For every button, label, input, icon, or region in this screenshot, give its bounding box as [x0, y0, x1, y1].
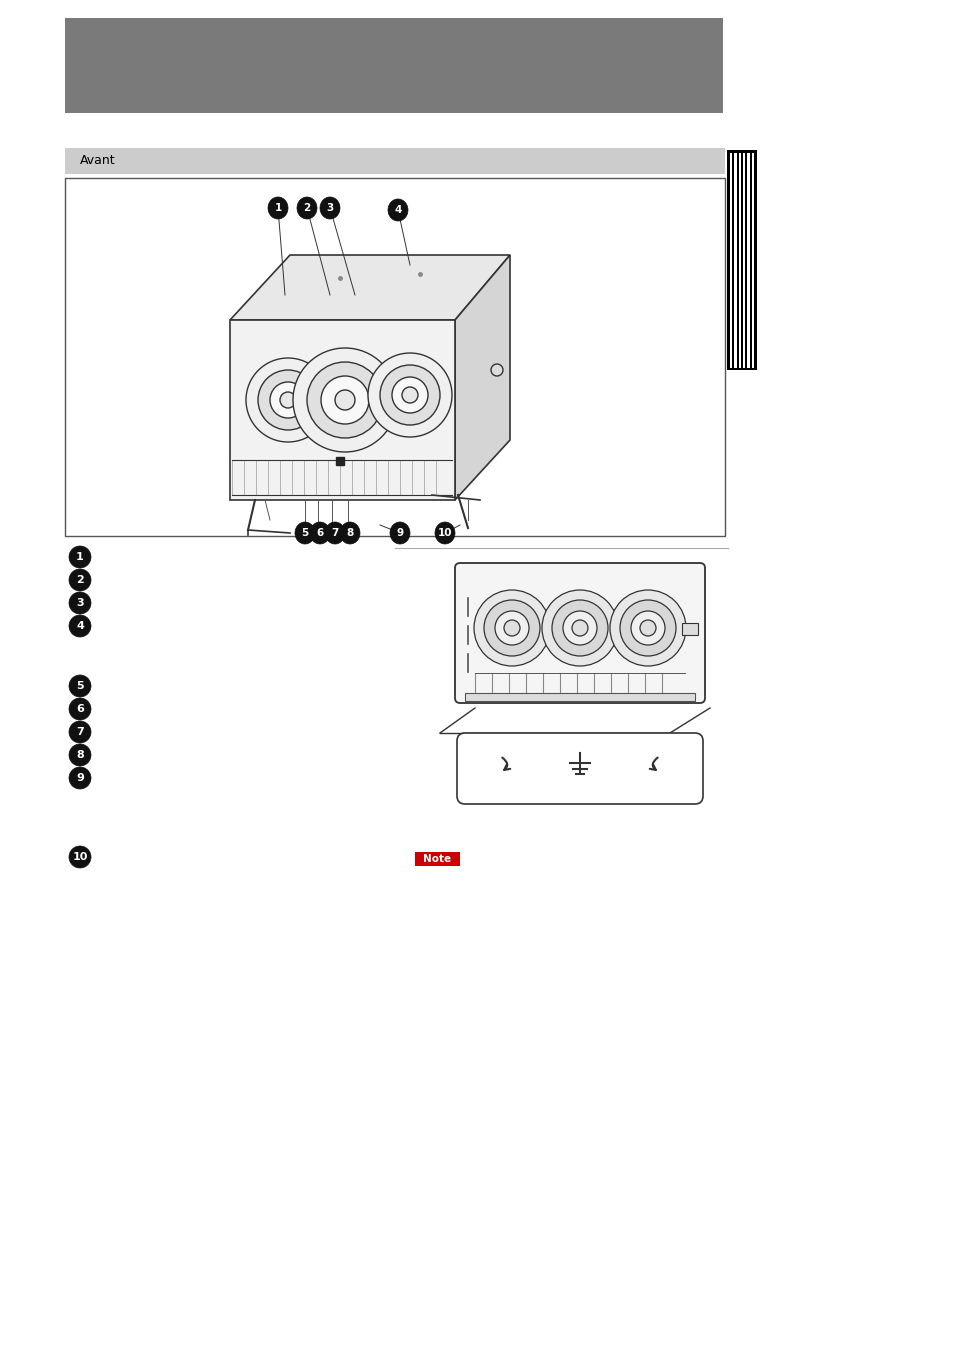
Text: 9: 9: [396, 528, 403, 538]
Circle shape: [572, 620, 587, 636]
Text: 1: 1: [274, 204, 281, 213]
Circle shape: [69, 675, 91, 697]
Ellipse shape: [435, 522, 455, 545]
Ellipse shape: [296, 197, 316, 218]
Text: 6: 6: [76, 704, 84, 714]
Text: 3: 3: [76, 599, 84, 608]
Ellipse shape: [294, 522, 314, 545]
Polygon shape: [230, 255, 510, 319]
Circle shape: [69, 767, 91, 789]
Circle shape: [307, 363, 382, 438]
Circle shape: [246, 359, 330, 442]
Text: 7: 7: [76, 727, 84, 737]
Bar: [464, 693, 695, 701]
Circle shape: [320, 376, 369, 425]
Circle shape: [293, 348, 396, 452]
Circle shape: [69, 847, 91, 868]
Bar: [65, 178, 724, 537]
FancyBboxPatch shape: [455, 563, 704, 704]
Polygon shape: [230, 319, 455, 500]
FancyBboxPatch shape: [456, 733, 702, 803]
Circle shape: [257, 369, 317, 430]
Bar: [681, 623, 698, 635]
Text: 8: 8: [346, 528, 354, 538]
Text: 4: 4: [394, 205, 401, 214]
Text: 6: 6: [316, 528, 323, 538]
Circle shape: [69, 592, 91, 613]
Ellipse shape: [325, 522, 345, 545]
Circle shape: [483, 600, 539, 656]
Text: 1: 1: [76, 551, 84, 562]
Ellipse shape: [310, 522, 330, 545]
Text: 4: 4: [76, 621, 84, 631]
Circle shape: [392, 377, 428, 412]
Circle shape: [69, 721, 91, 743]
Polygon shape: [335, 457, 344, 465]
Circle shape: [270, 381, 306, 418]
Circle shape: [69, 698, 91, 720]
Circle shape: [69, 569, 91, 590]
Circle shape: [552, 600, 607, 656]
Text: 8: 8: [76, 749, 84, 760]
Circle shape: [69, 546, 91, 568]
Ellipse shape: [268, 197, 288, 218]
Circle shape: [335, 390, 355, 410]
Bar: [415, 852, 459, 865]
Text: 2: 2: [303, 204, 311, 213]
Ellipse shape: [339, 522, 359, 545]
Circle shape: [401, 387, 417, 403]
Circle shape: [619, 600, 676, 656]
Ellipse shape: [319, 197, 339, 218]
Circle shape: [541, 590, 618, 666]
Circle shape: [69, 615, 91, 638]
Circle shape: [69, 744, 91, 766]
Text: 10: 10: [437, 528, 452, 538]
Bar: [65, 148, 724, 174]
Circle shape: [639, 620, 656, 636]
Text: 2: 2: [76, 576, 84, 585]
Ellipse shape: [388, 200, 408, 221]
Circle shape: [280, 392, 295, 408]
Circle shape: [630, 611, 664, 644]
Text: Avant: Avant: [80, 155, 115, 167]
Circle shape: [503, 620, 519, 636]
Ellipse shape: [390, 522, 410, 545]
Circle shape: [491, 364, 502, 376]
Circle shape: [562, 611, 597, 644]
Text: Note: Note: [422, 855, 451, 864]
Text: 5: 5: [76, 681, 84, 692]
Circle shape: [368, 353, 452, 437]
Polygon shape: [455, 255, 510, 500]
Circle shape: [474, 590, 550, 666]
Text: 9: 9: [76, 772, 84, 783]
Circle shape: [495, 611, 529, 644]
Circle shape: [379, 365, 439, 425]
Bar: [726, 150, 757, 369]
Circle shape: [609, 590, 685, 666]
Bar: [65, 18, 722, 113]
Text: 5: 5: [301, 528, 309, 538]
Text: 7: 7: [331, 528, 338, 538]
Text: 10: 10: [72, 852, 88, 861]
Text: 3: 3: [326, 204, 334, 213]
